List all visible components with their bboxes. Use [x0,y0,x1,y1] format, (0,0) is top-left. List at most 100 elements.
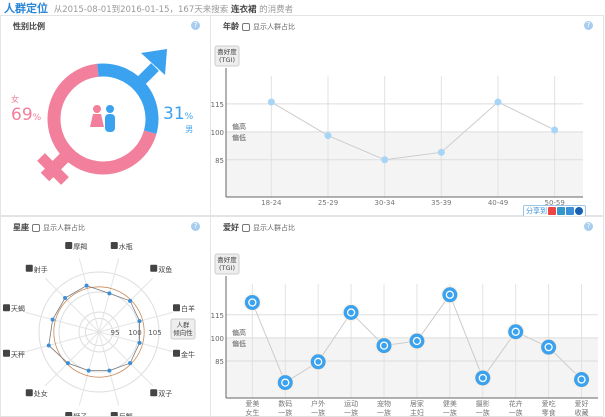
data-point-icon [244,294,260,310]
hobby-icon [281,378,290,387]
radar-spoke [78,258,100,333]
female-person-icon [90,114,104,127]
hobby-icon [577,375,586,384]
hobby-icon [478,373,487,383]
hobby-icon [412,336,422,346]
female-stat: 女 69% [11,94,41,125]
x-tick-label: 爱美 [245,399,259,408]
radar-point [84,283,89,288]
x-tick-label: 一族 [278,408,292,416]
show-ratio-checkbox[interactable] [32,223,40,232]
constellation-icon [25,389,33,397]
hobby-icon [314,357,323,366]
y-tick-label: 100 [211,335,224,343]
hobby-icon [445,290,455,299]
low-band [226,131,583,197]
radar-point [137,340,142,345]
radar-point [50,317,55,322]
help-icon[interactable]: ? [191,21,200,30]
constellation-icon [25,264,33,272]
female-label: 女 [11,95,19,104]
constellation-label: 白羊 [181,304,195,313]
constellation-icon [65,412,73,416]
x-tick-label: 主妇 [410,408,424,416]
data-point-icon [475,370,491,386]
show-ratio-checkbox[interactable] [242,223,250,232]
radar-ring [84,317,114,347]
constellation-label: 射手 [34,265,48,274]
radar-series [48,285,140,372]
male-label: 男 [185,125,194,134]
constellation-label: 双子 [158,390,172,398]
y-tick-label: 85 [215,157,224,165]
radar-ring [58,291,140,373]
radar-point [65,361,70,366]
x-tick-label: 一族 [509,408,523,416]
data-point-icon [442,287,458,303]
x-tick-label: 零食 [542,408,556,416]
series-line [271,101,555,161]
radar-tick-label: 100 [128,329,141,337]
radar-tick-label: 95 [111,329,120,337]
x-tick-label: 25-29 [318,199,338,207]
weibo-icon[interactable] [548,207,556,215]
hobby-icon [379,341,389,350]
constellation-label: 摩羯 [73,242,87,251]
radar-point [128,298,133,303]
constellation-panel: 星座 显示人群占比 ? 水瓶双鱼白羊金牛双子巨蟹 狮子 处女 天秤 天蝎 射手 摩羯 95 100… [0,216,211,417]
data-point-icon [277,375,293,391]
x-tick-label: 数码 [278,399,292,408]
x-tick-label: 户外 [311,399,325,408]
hobby-icon [248,298,257,307]
renren-icon[interactable] [575,207,583,215]
data-point-icon [508,324,524,340]
band-label: 偏低 [232,133,246,142]
radar-tick-label: 105 [148,329,161,337]
age-panel: 年龄 显示人群占比 ? 85 100 115 喜好度 (TGI) 偏高 偏低 18-24 25-2… [210,15,604,216]
constellation-icon [173,304,181,312]
band-label: 偏高 [232,122,246,131]
female-arc [47,63,157,175]
show-ratio-label: 显示人群占比 [43,223,85,232]
data-point [437,148,445,156]
male-arc [97,63,159,134]
band-label: 偏低 [232,339,246,348]
constellation-icon [65,241,73,249]
data-point [551,126,559,134]
radar-point [46,343,51,348]
constellation-label: 金牛 [181,350,195,359]
constellation-icon [110,412,118,416]
star-icon[interactable] [566,207,574,215]
show-ratio-label: 显示人群占比 [253,22,295,31]
y-axis-label: 喜好度 [217,255,237,264]
x-tick-label: 30-34 [374,199,395,207]
radar-spoke [25,331,100,353]
data-point [324,132,332,140]
radar-spoke [98,331,173,353]
average-ring [53,286,145,378]
y-tick-label: 100 [211,129,224,137]
data-point-icon [343,305,359,320]
qzone-icon[interactable] [557,207,565,215]
x-tick-label: 一族 [476,408,490,416]
page-title: 人群定位 [4,2,48,15]
data-point [381,156,389,164]
hobby-icon [346,308,356,317]
x-tick-label: 运动 [344,399,358,408]
search-keyword: 连衣裙 [230,5,257,15]
data-point [494,98,502,106]
percent-sign: % [32,113,42,123]
show-ratio-checkbox[interactable] [242,22,250,31]
help-icon[interactable]: ? [191,222,200,231]
x-tick-label: 健美 [443,399,457,408]
hobby-panel: 爱好 显示人群占比 ? 85 100 115 喜好度 (TGI) 偏高 偏低 爱美 女生 数码 一族户… [210,216,604,417]
data-point-icon [541,339,557,355]
help-icon[interactable]: ? [584,21,593,30]
x-tick-label: 一族 [443,408,457,416]
y-tick-label: 85 [215,358,224,366]
data-point-icon [409,333,425,349]
help-icon[interactable]: ? [584,222,593,231]
x-tick-label: 摄影 [476,399,490,408]
radar-spoke [98,258,120,333]
percent-sign: % [184,112,194,122]
